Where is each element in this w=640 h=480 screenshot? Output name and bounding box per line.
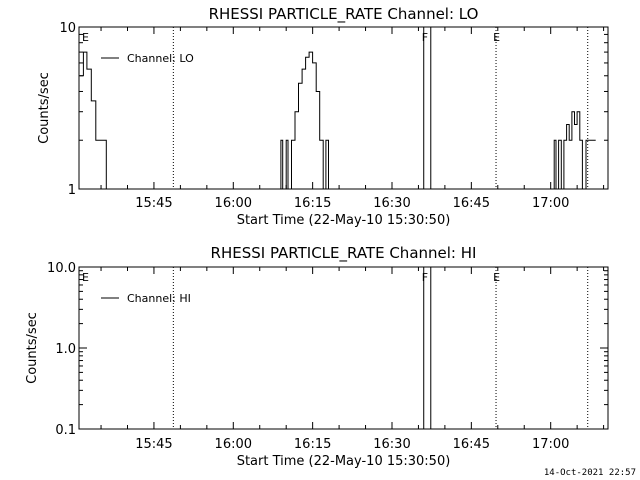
event-marker-label: F (422, 31, 428, 44)
y-tick-label: 1 (68, 183, 76, 198)
x-tick-label: 16:00 (215, 196, 252, 211)
x-tick-label: 15:45 (135, 437, 172, 452)
y-tick-label: 0.1 (55, 423, 76, 438)
y-tick-label: 10 (59, 21, 76, 36)
y-tick-label: 10.0 (47, 261, 76, 276)
x-tick-label: 16:45 (453, 196, 490, 211)
x-tick-label: 16:30 (373, 437, 410, 452)
event-marker-label: E (493, 31, 500, 44)
legend-label: Channel: LO (127, 52, 194, 65)
x-tick-label: 16:30 (373, 196, 410, 211)
event-marker-label: F (422, 271, 428, 284)
x-tick-label: 16:15 (294, 437, 331, 452)
x-tick-label: 16:15 (294, 196, 331, 211)
y-axis-label: Counts/sec (37, 72, 52, 144)
x-tick-label: 16:45 (453, 437, 490, 452)
x-tick-label: 17:00 (532, 437, 569, 452)
y-axis-label: Counts/sec (25, 312, 40, 384)
event-marker-label: E (493, 271, 500, 284)
x-axis-label: Start Time (22-May-10 15:30:50) (237, 454, 451, 469)
x-tick-label: 17:00 (532, 196, 569, 211)
x-axis-label: Start Time (22-May-10 15:30:50) (237, 213, 451, 228)
footer-timestamp: 14-Oct-2021 22:57 (543, 468, 636, 478)
legend-label: Channel: HI (127, 292, 191, 305)
x-tick-label: 15:45 (135, 196, 172, 211)
chart-title: RHESSI PARTICLE_RATE Channel: LO (209, 5, 479, 24)
chart-title: RHESSI PARTICLE_RATE Channel: HI (211, 244, 477, 263)
y-tick-label: 1.0 (55, 342, 76, 357)
series-line (79, 51, 596, 190)
event-marker-label: E (82, 271, 89, 284)
x-tick-label: 16:00 (215, 437, 252, 452)
event-marker-label: E (82, 31, 89, 44)
